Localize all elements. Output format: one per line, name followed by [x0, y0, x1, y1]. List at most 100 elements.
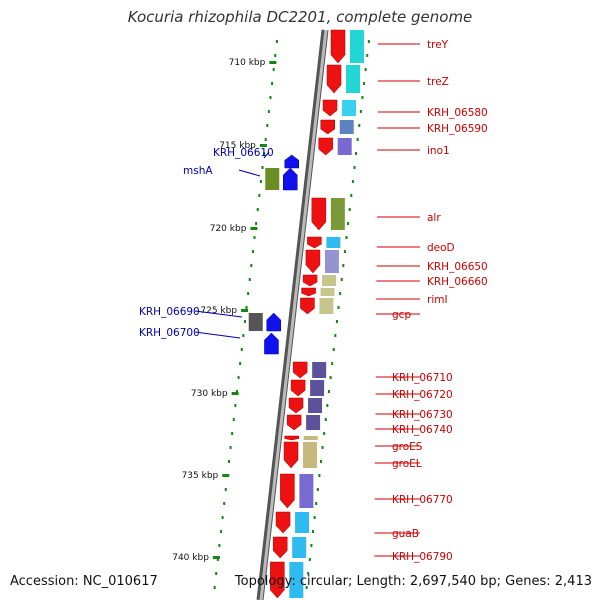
scale-dot [337, 306, 340, 309]
scale-dot [251, 250, 254, 253]
scale-dot [261, 166, 264, 169]
scale-dot [274, 54, 277, 57]
gene-label-gcp: gcp [392, 309, 411, 321]
gene-label-guab: guaB [392, 528, 419, 540]
gene-label-deod: deoD [427, 242, 455, 254]
scale-dot [332, 348, 335, 351]
gene-label-krh_06580: KRH_06580 [427, 107, 488, 119]
scale-dot [213, 586, 216, 589]
tick-mark [212, 556, 220, 559]
cog-category-box [342, 100, 357, 116]
gene-label-krh_06690: KRH_06690 [139, 306, 200, 318]
scale-dot [237, 376, 240, 379]
scale-dot [316, 488, 319, 491]
scale-dot [355, 152, 358, 155]
gene-label-krh_06610: KRH_06610 [213, 147, 274, 159]
scale-dot [356, 138, 359, 141]
scale-dot [348, 208, 351, 211]
gene-label-krh_06730: KRH_06730 [392, 409, 453, 421]
cog-category-box [303, 442, 318, 468]
scale-dot [240, 348, 243, 351]
forward-gene-arrow [280, 473, 295, 509]
scale-dot [310, 544, 313, 547]
scale-dot [263, 152, 266, 155]
tick-label: 730 kbp [191, 389, 228, 399]
scale-dot [329, 376, 332, 379]
cog-category-box [312, 362, 327, 378]
scale-dot [229, 446, 232, 449]
reverse-gene-arrow [283, 167, 298, 191]
scale-dot [319, 460, 322, 463]
gene-label-krh_06710: KRH_06710 [392, 372, 453, 384]
scale-dot [235, 390, 238, 393]
scale-dot [324, 418, 327, 421]
forward-gene-arrow [307, 236, 322, 249]
scale-dot [231, 432, 234, 435]
reverse-gene-arrow [284, 154, 299, 169]
forward-gene-arrow [311, 197, 327, 231]
scale-dot [323, 432, 326, 435]
scale-dot [359, 110, 362, 113]
cog-category-box [337, 138, 352, 155]
gene-label-groes: groES [392, 441, 423, 453]
tick-mark [269, 61, 277, 64]
cog-category-box [330, 198, 345, 230]
scale-dot [318, 474, 321, 477]
forward-gene-arrow [292, 361, 308, 379]
forward-gene-arrow [283, 441, 299, 469]
forward-gene-arrow [305, 249, 321, 274]
map-title: Kocuria rhizophila DC2201, complete geno… [127, 8, 473, 26]
scale-dot [350, 194, 353, 197]
scale-dot [363, 82, 366, 85]
forward-gene-arrow [284, 435, 299, 441]
cog-category-box [248, 313, 263, 331]
scale-dot [305, 586, 308, 589]
gene-label-alr: alr [427, 212, 441, 224]
forward-gene-arrow [320, 119, 335, 135]
scale-dot [347, 222, 350, 225]
forward-gene-arrow [302, 274, 318, 287]
backbone-highlight [259, 29, 328, 600]
gene-label-krh_06650: KRH_06650 [427, 261, 488, 273]
forward-gene-arrow [322, 99, 338, 117]
gene-label-leader [194, 310, 243, 318]
reverse-gene-arrow [264, 332, 279, 355]
gene-label-leader [194, 331, 241, 339]
scale-dot [342, 264, 345, 267]
scale-dot [247, 292, 250, 295]
forward-gene-arrow [318, 137, 333, 156]
scale-dot [358, 124, 361, 127]
gene-label-krh_06660: KRH_06660 [427, 276, 488, 288]
scale-dot [334, 334, 337, 337]
scale-dot [224, 488, 227, 491]
scale-dot [271, 82, 274, 85]
cog-category-box [303, 436, 318, 440]
forward-gene-arrow [286, 414, 302, 431]
cog-category-box [326, 237, 341, 248]
gene-label-groel: groEL [392, 458, 422, 470]
tick-mark [250, 227, 258, 230]
gene-label-ino1: ino1 [427, 145, 450, 157]
cog-category-box [289, 562, 304, 598]
accession-text: Accession: NC_010617 [10, 574, 158, 589]
scale-dot [264, 138, 267, 141]
scale-dot [331, 362, 334, 365]
gene-label-leader [238, 169, 261, 177]
cog-category-box [295, 512, 310, 533]
scale-dot [248, 278, 251, 281]
scale-dot [275, 40, 278, 43]
tick-label: 715 kbp [219, 141, 256, 151]
scale-dot [312, 530, 314, 533]
gene-label-krh_06700: KRH_06700 [139, 327, 200, 339]
scale-dot [326, 404, 329, 407]
scale-dot [345, 236, 348, 239]
tick-label: 720 kbp [210, 224, 247, 234]
cog-category-box [324, 250, 339, 273]
tick-mark [241, 309, 249, 312]
scale-dot [216, 558, 219, 561]
scale-dot [321, 446, 324, 449]
scale-dot [361, 96, 364, 99]
forward-gene-arrow [275, 511, 291, 534]
scale-dot [239, 362, 242, 365]
